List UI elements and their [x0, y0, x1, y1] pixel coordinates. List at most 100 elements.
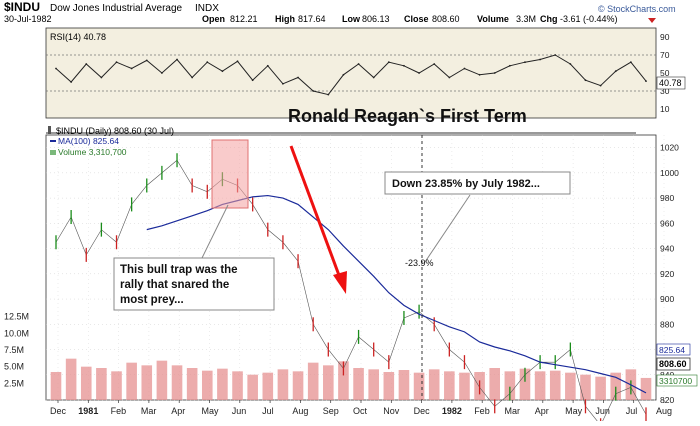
rsi-point — [493, 72, 496, 74]
rsi-point — [251, 79, 254, 82]
price-legend-marker — [48, 126, 51, 134]
callout-trap-pointer — [201, 204, 229, 259]
open-value: 812.21 — [230, 14, 258, 24]
open-label: Open — [202, 14, 225, 24]
volume-bar — [398, 370, 410, 400]
rsi-point — [327, 93, 330, 96]
volume-tick-label: 12.5M — [4, 312, 29, 322]
callout-trap-text: This bull trap was the rally that snared… — [120, 264, 241, 306]
rsi-point — [100, 76, 103, 79]
rsi-point — [206, 61, 209, 64]
x-tick-label: 1981 — [78, 406, 98, 416]
volume-bar — [338, 361, 349, 400]
rsi-point — [176, 58, 178, 61]
x-tick-label: Aug — [656, 406, 672, 416]
index-name: Dow Jones Industrial Average — [50, 3, 183, 14]
chg-label: Chg — [540, 14, 558, 24]
volume-bar — [610, 372, 622, 400]
volume-bar — [428, 369, 440, 400]
rsi-point — [85, 63, 88, 65]
price-legend: $INDU (Daily) 808.60 (30 Jul) — [56, 126, 174, 136]
volume-bar — [292, 371, 304, 400]
rsi-axis: 90 70 50 30 10 — [660, 32, 670, 114]
callout-trap-line-1: This bull trap was the — [120, 264, 238, 276]
volume-bar — [519, 368, 531, 400]
x-tick-label: Apr — [171, 406, 185, 416]
volume-bar — [323, 365, 334, 400]
exchange: INDX — [195, 3, 219, 14]
rsi-point — [357, 63, 360, 65]
volume-bar — [534, 371, 546, 400]
rsi-point — [539, 58, 542, 61]
volume-bar — [126, 362, 137, 400]
volume-bar — [262, 372, 274, 400]
rsi-point — [282, 82, 284, 85]
x-tick-label: May — [565, 406, 583, 416]
volume-bar — [595, 376, 606, 400]
rsi-point — [599, 84, 602, 87]
volume-legend-swatch — [50, 150, 56, 155]
volume-label: Volume — [477, 14, 509, 24]
price-tick-label: 1000 — [660, 168, 679, 178]
volume-last-box — [656, 374, 698, 387]
down-triangle-icon — [648, 18, 656, 23]
rsi-point — [55, 67, 57, 70]
rsi-point — [387, 61, 390, 64]
chart-date: 30-Jul-1982 — [4, 14, 52, 24]
rsi-point — [70, 81, 73, 83]
price-grid — [46, 135, 665, 401]
rsi-point — [478, 73, 481, 76]
rsi-tick-label: 10 — [660, 104, 670, 114]
x-tick-label: Mar — [141, 406, 157, 416]
volume-bar — [65, 358, 77, 400]
rsi-point — [418, 72, 420, 74]
volume-legend: Volume 3,310,700 — [58, 147, 127, 157]
rsi-last-box — [656, 76, 686, 90]
rsi-point — [221, 70, 224, 73]
rsi-point — [645, 80, 647, 82]
high-value: 817.64 — [298, 14, 326, 24]
volume-last-label: 3310700 — [659, 376, 692, 386]
x-tick-label: Sep — [323, 406, 339, 416]
volume-bar — [444, 371, 455, 400]
ma-legend: MA(100) 825.64 — [58, 136, 119, 146]
volume-bar — [383, 372, 395, 400]
price-tick-label: 920 — [660, 269, 674, 279]
rsi-point — [160, 72, 163, 74]
brand-text: © StockCharts.com — [598, 4, 676, 14]
callout-trap-line-2: rally that snared the — [120, 279, 229, 291]
price-tick-label: 900 — [660, 294, 674, 304]
rsi-point — [130, 67, 133, 70]
rsi-panel — [45, 27, 657, 119]
volume-value: 3.3M — [516, 14, 536, 24]
callout-trap-line-3: most prey... — [120, 294, 184, 306]
volume-bar — [156, 360, 168, 400]
rsi-tick-label: 50 — [660, 68, 670, 78]
high-label: High — [275, 14, 295, 24]
rsi-point — [463, 67, 466, 70]
volume-bar — [580, 374, 591, 400]
volume-bar — [413, 372, 425, 400]
x-tick-label: Oct — [353, 406, 368, 416]
x-axis: Dec 1981 Feb Mar Apr May Jun Jul Aug Sep Oct Nov Dec… — [50, 400, 672, 416]
price-tick-label: 820 — [660, 395, 674, 405]
volume-bar — [549, 370, 561, 400]
volume-bar — [459, 372, 470, 400]
volume-bar — [368, 369, 379, 400]
volume-bar — [307, 362, 319, 400]
rsi-point — [433, 63, 436, 65]
bull-trap-box — [211, 139, 249, 209]
volume-bar — [111, 371, 122, 400]
rsi-point — [403, 64, 405, 67]
x-tick-label: Jul — [626, 406, 638, 416]
price-tick-label: 980 — [660, 193, 674, 203]
decline-arrow-line — [289, 145, 342, 279]
symbol: $INDU — [4, 0, 40, 14]
volume-tick-label: 7.5M — [4, 345, 24, 355]
close-value: 808.60 — [432, 14, 460, 24]
volume-bar — [171, 365, 183, 400]
price-last-box — [656, 357, 691, 371]
x-tick-label: Feb — [474, 406, 490, 416]
